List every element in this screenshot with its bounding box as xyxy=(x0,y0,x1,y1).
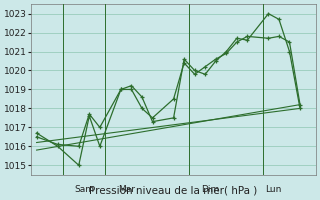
Text: Dim: Dim xyxy=(201,185,220,194)
Text: Mar: Mar xyxy=(118,185,135,194)
X-axis label: Pression niveau de la mer( hPa ): Pression niveau de la mer( hPa ) xyxy=(90,186,258,196)
Text: Lun: Lun xyxy=(266,185,282,194)
Text: Sam: Sam xyxy=(74,185,94,194)
